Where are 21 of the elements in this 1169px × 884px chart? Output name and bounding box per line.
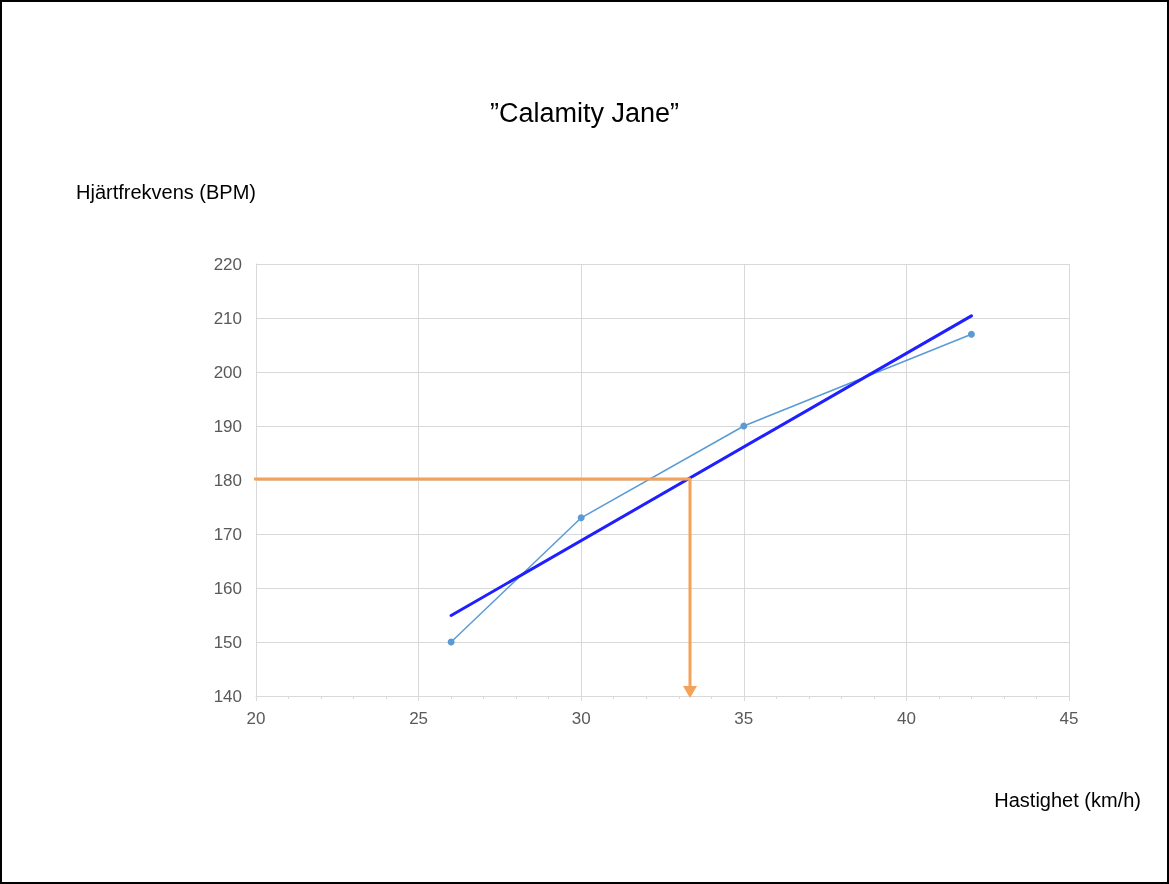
x-tick-label: 40 bbox=[896, 709, 916, 728]
chart-title: ”Calamity Jane” bbox=[489, 97, 680, 128]
x-tick-label: 20 bbox=[246, 709, 266, 728]
y-tick-label: 210 bbox=[213, 308, 242, 328]
x-tick-label: 30 bbox=[571, 709, 591, 728]
y-tick-label: 150 bbox=[213, 632, 242, 652]
x-tick-label: 45 bbox=[1059, 709, 1079, 728]
y-axis-title: Hjärtfrekvens (BPM) bbox=[76, 181, 257, 203]
y-tick-label: 160 bbox=[213, 578, 242, 598]
y-tick-label: 200 bbox=[213, 362, 242, 382]
point bbox=[577, 514, 585, 522]
x-tick-label: 25 bbox=[409, 709, 429, 728]
y-tick-label: 170 bbox=[213, 524, 242, 544]
point bbox=[967, 330, 975, 338]
y-tick-label: 220 bbox=[213, 254, 242, 274]
y-tick-label: 190 bbox=[213, 416, 242, 436]
x-tick-label: 35 bbox=[734, 709, 754, 728]
y-tick-label: 140 bbox=[213, 686, 242, 706]
y-tick-label: 180 bbox=[213, 470, 242, 490]
x-axis-title: Hastighet (km/h) bbox=[994, 789, 1142, 811]
point bbox=[740, 422, 748, 430]
